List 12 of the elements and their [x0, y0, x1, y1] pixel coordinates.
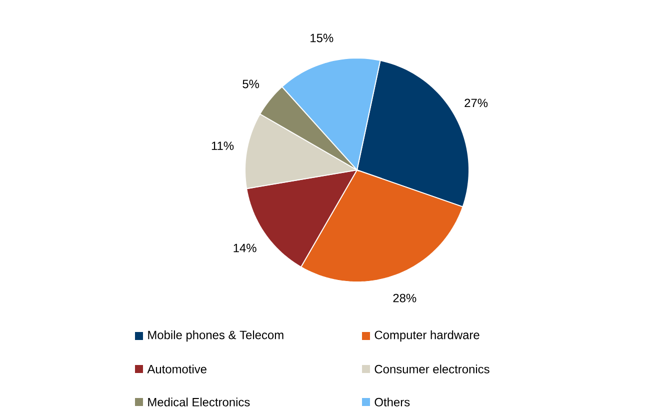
data-label: 28%	[393, 294, 416, 302]
data-label: 15%	[310, 34, 334, 42]
data-label: 14%	[234, 244, 256, 252]
data-label: 27%	[464, 98, 488, 108]
data-label: 11%	[212, 142, 234, 150]
data-label: 5%	[242, 80, 260, 88]
legend-label: Consumer electronics	[374, 364, 490, 374]
legend-label: Medical Electronics	[148, 398, 250, 406]
legend-label: Automotive	[147, 364, 206, 374]
legend-label: Others	[374, 398, 410, 406]
legend-label: Mobile phones & Telecom	[148, 330, 284, 342]
legend-label: Computer hardware	[374, 330, 480, 342]
